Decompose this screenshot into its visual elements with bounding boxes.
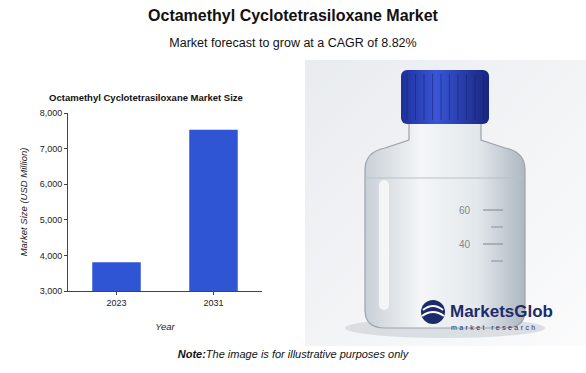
- html-text:Note: The image is for illustr: Note: The image is for illustrative purp…: [177, 348, 409, 360]
- svg-text:2031: 2031: [203, 298, 223, 308]
- svg-text:8,000: 8,000: [40, 108, 63, 118]
- svg-text:MarketsGlob: MarketsGlob: [450, 302, 553, 321]
- svg-text:4,000: 4,000: [40, 251, 63, 261]
- svg-text:7,000: 7,000: [40, 144, 63, 154]
- svg-text:2023: 2023: [106, 298, 126, 308]
- svg-text:3,000: 3,000: [40, 286, 63, 296]
- svg-text:Octamethyl Cyclotetrasiloxane: Octamethyl Cyclotetrasiloxane Market Siz…: [49, 92, 243, 103]
- svg-text:40: 40: [459, 239, 471, 250]
- svg-text:market research: market research: [451, 324, 538, 331]
- svg-text:Year: Year: [155, 321, 175, 332]
- svg-text:60: 60: [459, 205, 471, 216]
- html-text:Octamethyl Cyclotetrasiloxane: Octamethyl Cyclotetrasiloxane Market: [148, 7, 438, 24]
- svg-text:5,000: 5,000: [40, 215, 63, 225]
- svg-text:6,000: 6,000: [40, 179, 63, 189]
- svg-text:Market Size (USD Million): Market Size (USD Million): [18, 148, 29, 257]
- html-text:Market forecast to grow at a C: Market forecast to grow at a CAGR of 8.8…: [169, 36, 417, 50]
